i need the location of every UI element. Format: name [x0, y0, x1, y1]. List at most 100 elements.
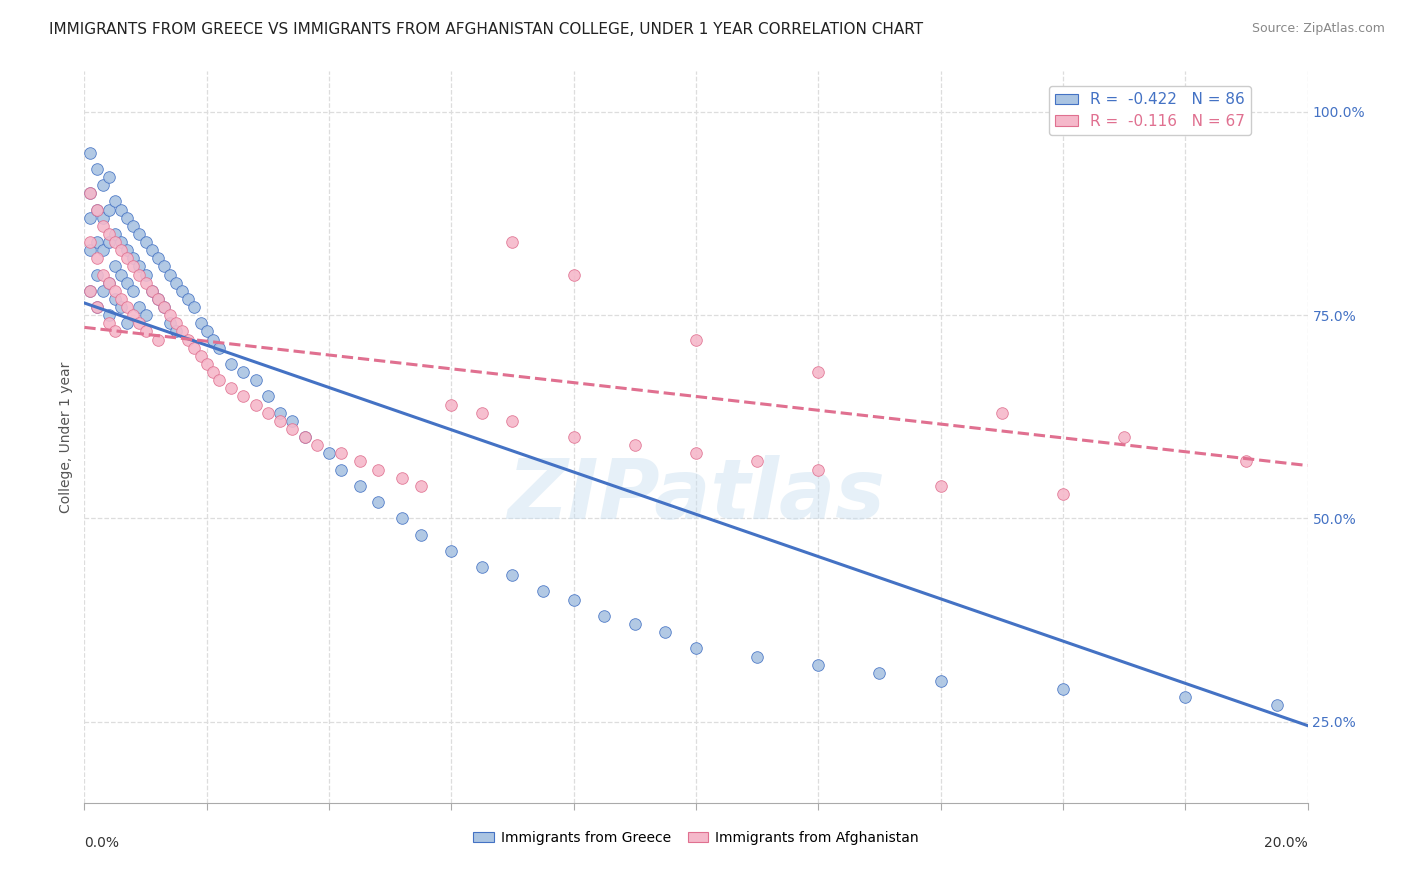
Point — [128, 260, 150, 274]
Point — [409, 479, 432, 493]
Point — [391, 511, 413, 525]
Point — [172, 284, 194, 298]
Point — [146, 292, 169, 306]
Point — [409, 527, 432, 541]
Point — [79, 145, 101, 160]
Point — [122, 252, 145, 266]
Point — [128, 300, 150, 314]
Point — [562, 592, 585, 607]
Point — [79, 284, 101, 298]
Point — [104, 260, 127, 274]
Point — [1236, 454, 1258, 468]
Point — [115, 300, 138, 314]
Point — [391, 471, 413, 485]
Point — [593, 608, 616, 623]
Point — [79, 243, 101, 257]
Point — [685, 446, 707, 460]
Point — [172, 325, 194, 339]
Point — [807, 462, 830, 476]
Point — [110, 268, 132, 282]
Point — [654, 625, 676, 640]
Point — [245, 398, 267, 412]
Point — [183, 300, 205, 314]
Point — [110, 202, 132, 217]
Point — [562, 430, 585, 444]
Point — [141, 243, 163, 257]
Point — [104, 325, 127, 339]
Point — [104, 194, 127, 209]
Point — [177, 333, 200, 347]
Point — [104, 292, 127, 306]
Point — [104, 235, 127, 249]
Point — [128, 268, 150, 282]
Point — [201, 365, 224, 379]
Point — [97, 227, 120, 241]
Point — [97, 316, 120, 330]
Point — [79, 186, 101, 201]
Text: IMMIGRANTS FROM GREECE VS IMMIGRANTS FROM AFGHANISTAN COLLEGE, UNDER 1 YEAR CORR: IMMIGRANTS FROM GREECE VS IMMIGRANTS FRO… — [49, 22, 924, 37]
Point — [807, 365, 830, 379]
Point — [122, 284, 145, 298]
Point — [257, 406, 280, 420]
Point — [330, 446, 353, 460]
Point — [110, 243, 132, 257]
Point — [190, 349, 212, 363]
Point — [91, 243, 114, 257]
Point — [624, 617, 647, 632]
Point — [97, 235, 120, 249]
Point — [991, 406, 1014, 420]
Text: Source: ZipAtlas.com: Source: ZipAtlas.com — [1251, 22, 1385, 36]
Point — [349, 479, 371, 493]
Point — [471, 560, 494, 574]
Point — [86, 161, 108, 176]
Point — [79, 235, 101, 249]
Point — [86, 235, 108, 249]
Point — [115, 211, 138, 225]
Point — [110, 235, 132, 249]
Point — [624, 438, 647, 452]
Point — [110, 300, 132, 314]
Point — [135, 308, 157, 322]
Point — [146, 252, 169, 266]
Point — [257, 389, 280, 403]
Point — [110, 292, 132, 306]
Point — [269, 414, 291, 428]
Point — [318, 446, 340, 460]
Point — [97, 276, 120, 290]
Point — [135, 276, 157, 290]
Point — [471, 406, 494, 420]
Point — [153, 300, 176, 314]
Point — [305, 438, 328, 452]
Point — [232, 365, 254, 379]
Point — [440, 398, 463, 412]
Text: 20.0%: 20.0% — [1264, 836, 1308, 850]
Point — [86, 300, 108, 314]
Point — [685, 333, 707, 347]
Point — [135, 268, 157, 282]
Point — [153, 260, 176, 274]
Legend: Immigrants from Greece, Immigrants from Afghanistan: Immigrants from Greece, Immigrants from … — [467, 826, 925, 851]
Point — [91, 268, 114, 282]
Y-axis label: College, Under 1 year: College, Under 1 year — [59, 361, 73, 513]
Point — [135, 235, 157, 249]
Point — [86, 202, 108, 217]
Point — [807, 657, 830, 672]
Point — [104, 284, 127, 298]
Point — [79, 211, 101, 225]
Point — [1265, 698, 1288, 713]
Point — [201, 333, 224, 347]
Text: 0.0%: 0.0% — [84, 836, 120, 850]
Point — [91, 219, 114, 233]
Text: ZIPatlas: ZIPatlas — [508, 455, 884, 536]
Point — [165, 316, 187, 330]
Point — [122, 308, 145, 322]
Point — [104, 227, 127, 241]
Point — [115, 243, 138, 257]
Point — [208, 373, 231, 387]
Point — [122, 219, 145, 233]
Point — [122, 260, 145, 274]
Point — [219, 381, 242, 395]
Point — [128, 316, 150, 330]
Point — [146, 292, 169, 306]
Point — [1114, 430, 1136, 444]
